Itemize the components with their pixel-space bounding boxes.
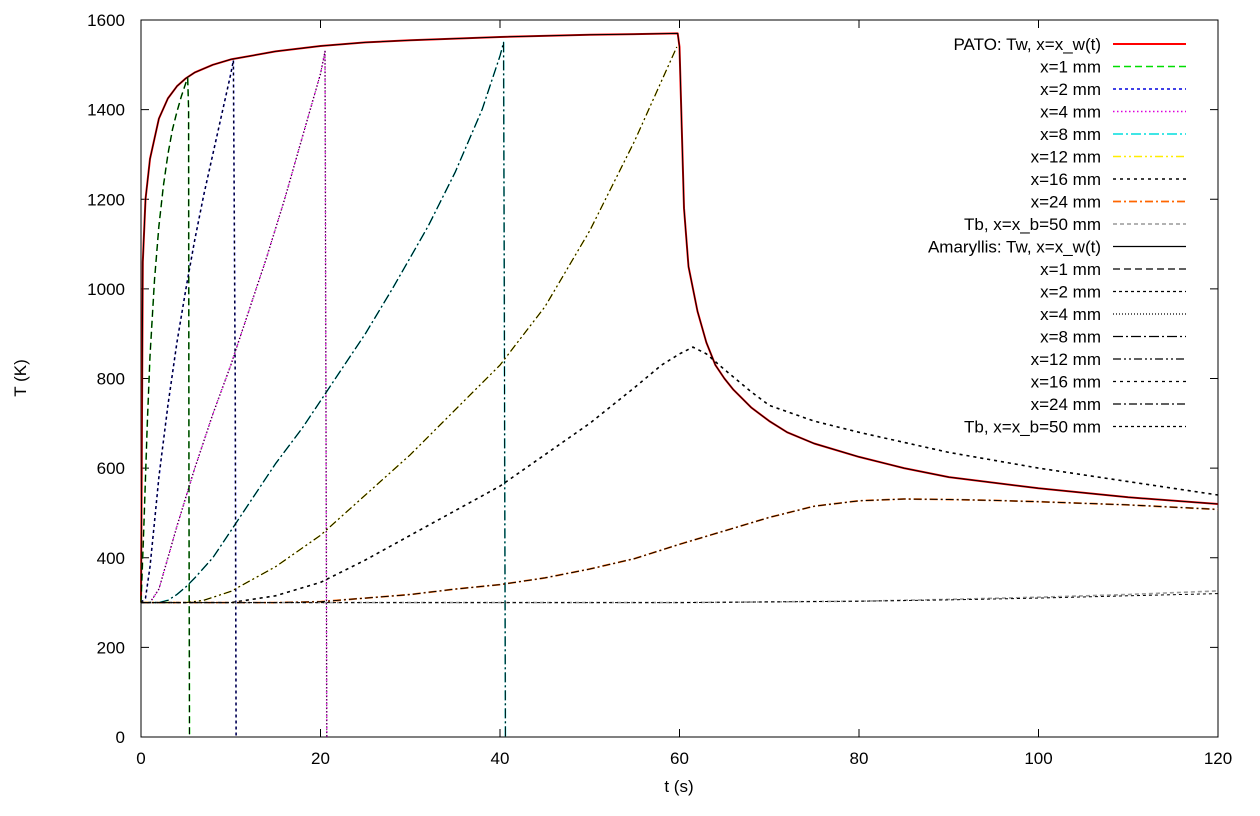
- x-tick-label: 20: [311, 749, 330, 768]
- y-tick-label: 1200: [87, 190, 125, 209]
- y-tick-label: 200: [97, 638, 125, 657]
- series-line: [141, 50, 328, 738]
- y-tick-label: 1600: [87, 11, 125, 30]
- legend-label: x=4 mm: [1040, 305, 1101, 324]
- legend-label: x=12 mm: [1031, 350, 1101, 369]
- legend-label: Tb, x=x_b=50 mm: [964, 215, 1101, 234]
- legend-label: x=8 mm: [1040, 328, 1101, 347]
- legend-label: x=12 mm: [1031, 148, 1101, 167]
- series-line: [141, 41, 506, 738]
- y-tick-label: 400: [97, 549, 125, 568]
- legend-label: x=2 mm: [1040, 283, 1101, 302]
- legend: PATO: Tw, x=x_w(t) x=1 mm x=2 mm x=4 mm x=8 …: [928, 35, 1186, 437]
- y-tick-label: 1400: [87, 101, 125, 120]
- x-tick-label: 0: [136, 749, 145, 768]
- series-line: [141, 41, 507, 738]
- legend-label: PATO: Tw, x=x_w(t): [953, 35, 1101, 54]
- series-line: [140, 59, 237, 738]
- legend-label: x=1 mm: [1040, 260, 1101, 279]
- legend-label: x=24 mm: [1031, 193, 1101, 212]
- axis-ticks: 0 20 40 60 80 100 1200200400600800100012001400…: [87, 11, 1232, 768]
- x-tick-label: 60: [670, 749, 689, 768]
- legend-label: x=24 mm: [1031, 395, 1101, 414]
- series-line: [140, 77, 190, 738]
- series-line: [141, 498, 1219, 604]
- legend-label: Amaryllis: Tw, x=x_w(t): [928, 238, 1101, 257]
- x-axis-label: t (s): [664, 777, 693, 796]
- legend-label: x=8 mm: [1040, 125, 1101, 144]
- y-tick-label: 600: [97, 459, 125, 478]
- legend-label: x=2 mm: [1040, 80, 1101, 99]
- y-axis-label: T (K): [11, 359, 30, 396]
- legend-label: x=4 mm: [1040, 103, 1101, 122]
- x-tick-label: 100: [1024, 749, 1052, 768]
- legend-label: Tb, x=x_b=50 mm: [964, 418, 1101, 437]
- y-tick-label: 0: [116, 728, 125, 747]
- series-layer: [140, 32, 1219, 738]
- x-tick-label: 120: [1204, 749, 1232, 768]
- series-line: [141, 590, 1219, 604]
- x-tick-label: 80: [850, 749, 869, 768]
- series-line: [141, 46, 678, 604]
- y-tick-label: 1000: [87, 280, 125, 299]
- x-tick-label: 40: [491, 749, 510, 768]
- series-line: [141, 46, 678, 604]
- legend-label: x=1 mm: [1040, 58, 1101, 77]
- legend-label: x=16 mm: [1031, 170, 1101, 189]
- series-line: [140, 32, 1219, 603]
- legend-label: x=16 mm: [1031, 373, 1101, 392]
- y-tick-label: 800: [97, 370, 125, 389]
